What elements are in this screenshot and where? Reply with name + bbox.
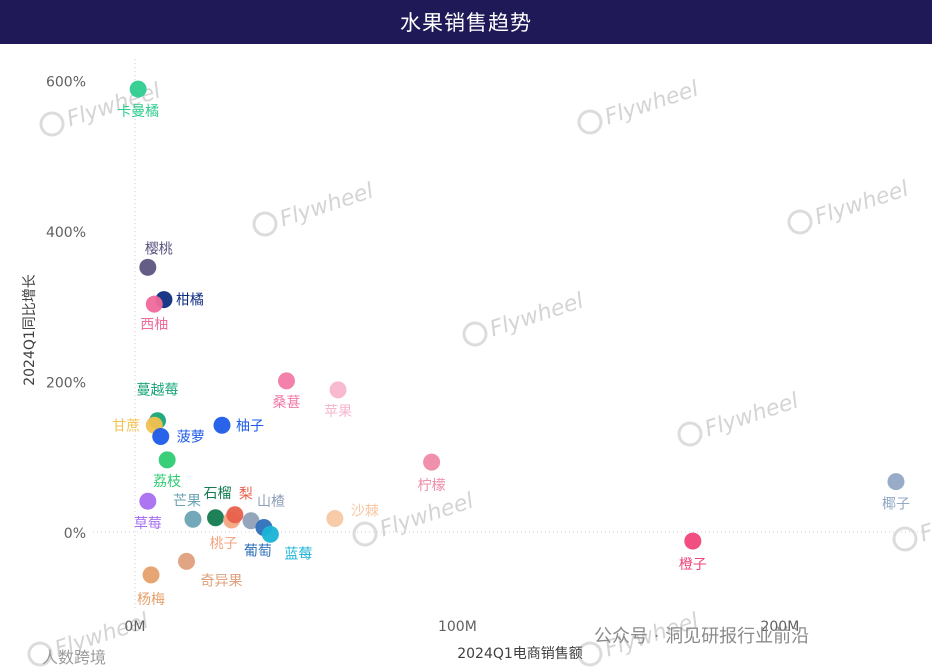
scatter-point[interactable] bbox=[684, 532, 702, 550]
point-label: 柚子 bbox=[236, 418, 264, 434]
point-label: 卡曼橘 bbox=[117, 104, 159, 120]
scatter-point[interactable] bbox=[184, 510, 202, 528]
point-label: 葡萄 bbox=[244, 544, 272, 560]
watermark-logo-icon bbox=[39, 111, 65, 137]
watermark-text: Flywheel bbox=[377, 489, 477, 543]
watermark-logo-icon bbox=[252, 211, 278, 237]
x-tick-label: 0M bbox=[124, 619, 145, 635]
y-tick-label: 600% bbox=[46, 75, 86, 91]
scatter-point[interactable] bbox=[139, 258, 157, 276]
y-tick-label: 400% bbox=[46, 225, 86, 241]
watermark-layer: Flywheel Flywheel Flywheel Flywheel Flywheel… bbox=[27, 77, 932, 667]
point-label: 石榴 bbox=[204, 486, 232, 502]
watermark-logo-icon bbox=[352, 521, 378, 547]
scatter-point[interactable] bbox=[158, 451, 176, 469]
watermark-text: Flywheel bbox=[277, 179, 377, 233]
scatter-point[interactable] bbox=[152, 428, 170, 446]
point-label: 西柚 bbox=[140, 317, 168, 333]
scatter-point[interactable] bbox=[178, 552, 196, 570]
x-tick-label: 200M bbox=[760, 619, 799, 635]
point-label: 柑橘 bbox=[176, 293, 204, 309]
point-label: 苹果 bbox=[324, 404, 352, 420]
flywheel-watermark: Flywheel bbox=[352, 489, 477, 547]
scatter-point[interactable] bbox=[129, 80, 147, 98]
point-label: 山楂 bbox=[257, 494, 285, 510]
point-label: 柠檬 bbox=[418, 478, 446, 494]
watermark-logo-icon bbox=[787, 209, 813, 235]
watermark-logo-icon bbox=[892, 526, 918, 552]
watermark-logo-icon bbox=[27, 641, 53, 667]
x-tick-label: 100M bbox=[438, 619, 477, 635]
scatter-point[interactable] bbox=[887, 473, 905, 491]
point-label: 樱桃 bbox=[145, 240, 173, 257]
footer-watermark-left: 人数跨境 bbox=[42, 648, 107, 667]
data-points bbox=[129, 80, 905, 584]
scatter-point[interactable] bbox=[139, 492, 157, 510]
watermark-text: Flywheel bbox=[702, 389, 802, 443]
point-label: 椰子 bbox=[882, 497, 910, 513]
x-tick-labels: 0M 100M 200M bbox=[124, 619, 799, 635]
scatter-point[interactable] bbox=[261, 525, 279, 543]
chart-title-bar: 水果销售趋势 bbox=[0, 0, 932, 44]
y-tick-label: 0% bbox=[64, 526, 86, 542]
watermark-text: Flywheel bbox=[812, 177, 912, 231]
point-label: 芒果 bbox=[173, 493, 201, 509]
point-label: 草莓 bbox=[134, 516, 162, 532]
point-label: 甘蔗 bbox=[112, 418, 140, 434]
point-label: 荔枝 bbox=[153, 474, 181, 490]
scatter-point[interactable] bbox=[277, 372, 295, 390]
x-axis-title: 2024Q1电商销售额 bbox=[457, 646, 583, 662]
y-tick-label: 200% bbox=[46, 375, 86, 391]
point-label: 沙棘 bbox=[351, 504, 379, 520]
point-label: 梨 bbox=[239, 487, 253, 503]
y-tick-labels: 0% 200% 400% 600% bbox=[46, 75, 86, 542]
watermark-text: Flywheel bbox=[917, 494, 932, 548]
point-label: 桃子 bbox=[210, 536, 238, 552]
scatter-point[interactable] bbox=[145, 295, 163, 313]
scatter-chart: Flywheel Flywheel Flywheel Flywheel Flywheel… bbox=[22, 59, 932, 667]
point-label: 橙子 bbox=[679, 557, 707, 573]
scatter-point[interactable] bbox=[142, 566, 160, 584]
chart-title: 水果销售趋势 bbox=[400, 11, 532, 35]
flywheel-watermark: Flywheel bbox=[252, 179, 377, 237]
watermark-text: Flywheel bbox=[602, 77, 702, 131]
footer-watermark-right: 公众号 · 洞见研报行业前沿 bbox=[594, 626, 810, 647]
scatter-point[interactable] bbox=[423, 453, 441, 471]
scatter-point[interactable] bbox=[329, 381, 347, 399]
y-axis-title: 2024Q1同比增长 bbox=[22, 274, 38, 386]
flywheel-watermark: Flywheel bbox=[577, 77, 702, 135]
flywheel-watermark: Flywheel bbox=[462, 289, 587, 347]
watermark-logo-icon bbox=[677, 421, 703, 447]
scatter-point[interactable] bbox=[207, 509, 225, 527]
point-label: 奇异果 bbox=[201, 572, 243, 589]
scatter-point[interactable] bbox=[326, 510, 344, 528]
flywheel-watermark: Flywheel bbox=[677, 389, 802, 447]
point-label: 杨梅 bbox=[137, 592, 165, 608]
watermark-logo-icon bbox=[577, 641, 603, 667]
scatter-point[interactable] bbox=[213, 416, 231, 434]
point-label: 桑葚 bbox=[272, 395, 300, 411]
point-label: 蓝莓 bbox=[284, 546, 312, 562]
scatter-point[interactable] bbox=[226, 506, 244, 524]
flywheel-watermark: Flywheel bbox=[787, 177, 912, 235]
point-label: 蔓越莓 bbox=[136, 383, 178, 399]
watermark-text: Flywheel bbox=[487, 289, 587, 343]
point-label: 菠萝 bbox=[177, 430, 205, 446]
watermark-logo-icon bbox=[462, 321, 488, 347]
watermark-logo-icon bbox=[577, 109, 603, 135]
scatter-point[interactable] bbox=[242, 512, 260, 530]
